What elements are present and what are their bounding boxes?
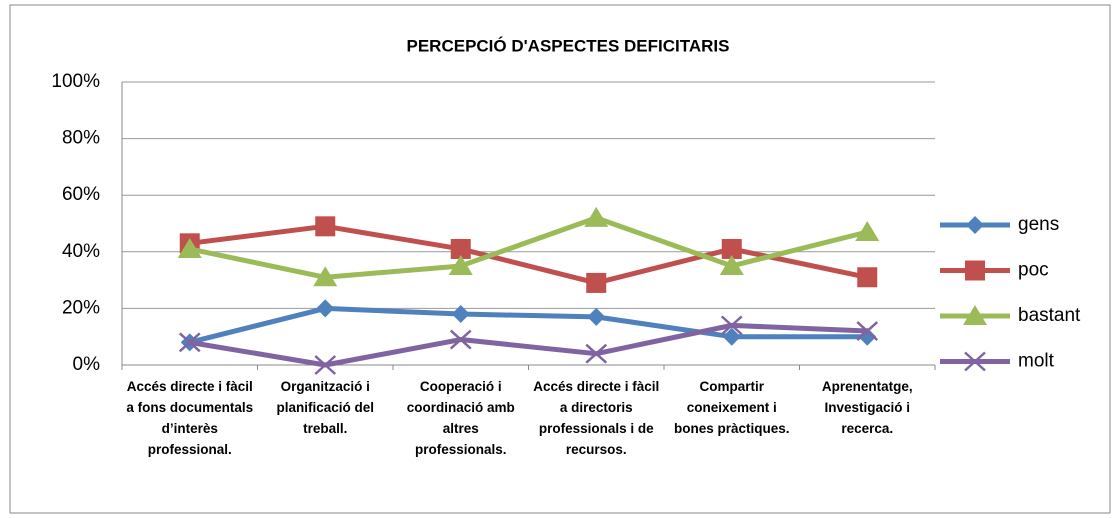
marker xyxy=(587,307,606,326)
marker xyxy=(586,272,607,293)
marker xyxy=(722,327,741,346)
x-tick-line: professional. xyxy=(148,442,232,457)
marker xyxy=(315,216,336,237)
x-tick-label: Accés directe i fàcil a fons documentals d… xyxy=(126,379,253,457)
marker xyxy=(584,206,609,227)
marker xyxy=(721,238,742,259)
marker xyxy=(719,254,744,275)
x-tick-line: Cooperació i xyxy=(420,379,502,394)
y-tick-label: 100% xyxy=(51,71,100,92)
chart-title: PERCEPCIÓ D'ASPECTES DEFICITARIS xyxy=(407,36,730,55)
x-tick-line: professionals. xyxy=(415,442,507,457)
series-line xyxy=(189,322,868,368)
legend-label: bastant xyxy=(1018,305,1081,326)
x-tick-line: Investigació i xyxy=(824,400,910,415)
x-tick-line: Accés directe i fàcil xyxy=(533,379,659,394)
marker xyxy=(314,355,337,375)
marker xyxy=(316,299,335,318)
y-tick-label: 0% xyxy=(73,354,101,375)
x-tick-line: a fons documentals xyxy=(126,400,253,415)
x-tick-label: Organització i planificació del treball. xyxy=(276,379,374,436)
marker xyxy=(585,343,608,364)
y-tick-label: 20% xyxy=(62,297,100,318)
series-line xyxy=(189,305,868,345)
y-tick-label: 60% xyxy=(62,184,100,205)
x-tick-label: Aprenentatge, Investigació i recerca. xyxy=(822,379,913,436)
x-tick-line: Organització i xyxy=(281,379,370,394)
x-tick-line: Compartir xyxy=(699,379,764,394)
marker xyxy=(313,266,338,287)
x-tick-line: coneixement i xyxy=(687,400,777,415)
legend-label: gens xyxy=(1018,214,1059,235)
marker xyxy=(451,305,470,324)
marker xyxy=(178,332,201,353)
marker xyxy=(857,267,878,288)
x-tick-line: d’interès xyxy=(162,421,218,436)
marker xyxy=(855,220,880,241)
y-tick-label: 40% xyxy=(62,241,100,262)
x-tick-line: a directoris xyxy=(560,400,633,415)
legend-marker xyxy=(963,305,987,325)
x-tick-label: Compartir coneixement i bones pràctiques. xyxy=(674,379,790,436)
marker xyxy=(450,238,471,259)
x-tick-line: Aprenentatge, xyxy=(822,379,913,394)
x-tick-line: professionals i de xyxy=(539,421,654,436)
chart-frame xyxy=(9,4,1111,514)
legend-marker xyxy=(965,260,985,281)
x-tick-line: treball. xyxy=(303,421,347,436)
x-tick-label: Accés directe i fàcil a directoris profess… xyxy=(533,379,659,457)
x-tick-line: planificació del xyxy=(276,400,374,415)
x-tick-line: recerca. xyxy=(841,421,893,436)
y-tick-label: 80% xyxy=(62,128,100,149)
series-line xyxy=(189,223,868,286)
marker xyxy=(449,329,472,350)
marker xyxy=(177,237,202,258)
marker xyxy=(856,321,879,341)
legend-label: molt xyxy=(1018,351,1055,372)
marker xyxy=(448,254,473,275)
x-tick-line: altres xyxy=(443,421,479,436)
legend-marker xyxy=(964,351,986,372)
series-line xyxy=(189,215,868,280)
legend-marker xyxy=(966,216,984,234)
x-tick-line: bones pràctiques. xyxy=(674,421,790,436)
x-tick-line: Accés directe i fàcil xyxy=(127,379,253,394)
legend-label: poc xyxy=(1018,260,1049,281)
x-tick-line: coordinació amb xyxy=(407,400,515,415)
x-tick-line: recursos. xyxy=(566,442,627,457)
marker xyxy=(720,315,743,336)
x-tick-label: Cooperació i coordinació amb altres profess… xyxy=(407,379,515,457)
